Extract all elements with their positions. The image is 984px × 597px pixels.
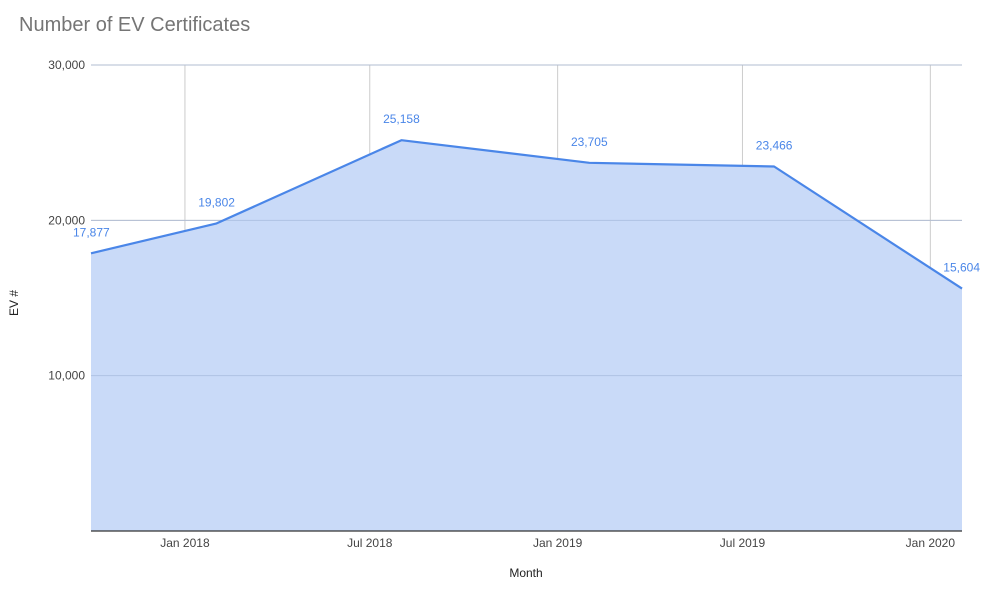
data-label: 25,158 xyxy=(383,112,420,126)
data-label: 23,705 xyxy=(571,135,608,149)
series-line xyxy=(90,139,963,290)
data-label: 23,466 xyxy=(756,138,793,152)
chart-title: Number of EV Certificates xyxy=(19,14,251,36)
x-tick-label: Jan 2020 xyxy=(906,536,956,550)
area-layer xyxy=(90,64,963,531)
y-tick-label: 30,000 xyxy=(48,58,85,72)
tick-labels: 10,000 20,000 30,000 Jan 2018 Jul 2018 Jan 20… xyxy=(48,58,955,550)
x-tick-label: Jul 2018 xyxy=(347,536,393,550)
x-axis-label: Month xyxy=(509,566,543,580)
series-area xyxy=(91,140,962,531)
y-tick-label: 20,000 xyxy=(48,213,85,227)
data-label: 15,604 xyxy=(943,261,980,275)
x-tick-label: Jan 2018 xyxy=(160,536,210,550)
x-tick-label: Jul 2019 xyxy=(720,536,766,550)
data-labels: 17,877 19,802 25,158 23,705 23,466 15,604 xyxy=(73,112,980,274)
data-label: 17,877 xyxy=(73,225,110,239)
y-tick-label: 10,000 xyxy=(48,369,85,383)
data-label: 19,802 xyxy=(198,195,235,209)
x-tick-label: Jan 2019 xyxy=(533,536,583,550)
